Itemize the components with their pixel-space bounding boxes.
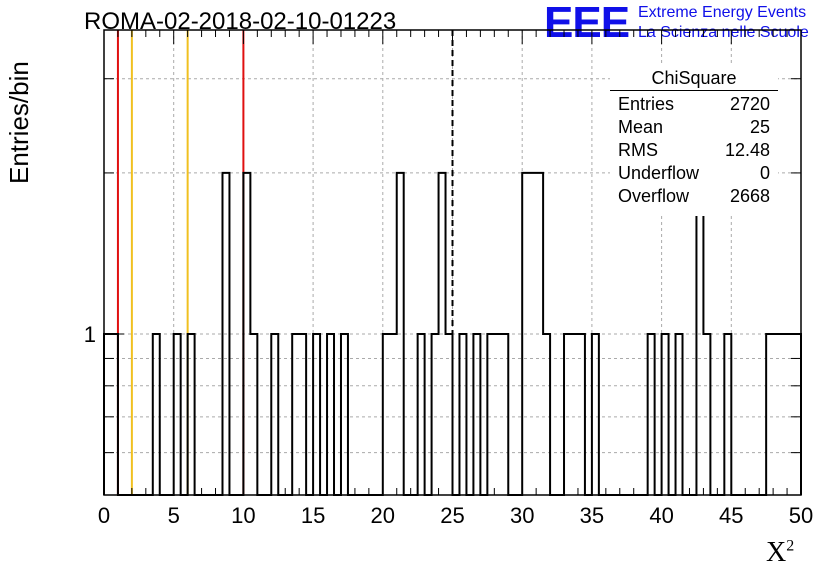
- histogram-bin: [696, 173, 703, 495]
- histogram-bin: [459, 334, 466, 495]
- axis-tick-labels: 0 5 10 15 20 25 30 35 40 45 50 1: [84, 322, 813, 528]
- stats-divider: [610, 90, 778, 91]
- histogram-bin: [418, 334, 425, 495]
- x-axis-label-text: X: [766, 537, 787, 568]
- histogram-bin: [432, 334, 439, 495]
- histogram-bin: [299, 334, 306, 495]
- histogram-bin: [439, 173, 446, 495]
- stats-row-rms: RMS 12.48: [610, 139, 778, 162]
- y-tick-label: 1: [84, 322, 96, 347]
- x-tick-label: 30: [510, 503, 534, 528]
- y-axis-label: Entries/bin: [4, 61, 34, 184]
- histogram-bin: [473, 334, 480, 495]
- x-tick-label: 25: [440, 503, 464, 528]
- histogram-bin: [327, 334, 334, 495]
- histogram-bin: [487, 334, 494, 495]
- stats-row-underflow: Underflow 0: [610, 162, 778, 185]
- histogram-bin: [271, 334, 278, 495]
- x-tick-label: 10: [231, 503, 255, 528]
- stats-box: ChiSquare Entries 2720 Mean 25 RMS 12.48…: [610, 66, 778, 216]
- stats-row-entries: Entries 2720: [610, 93, 778, 116]
- histogram-bin: [446, 334, 453, 495]
- stats-label: Overflow: [618, 186, 690, 206]
- histogram-bin: [564, 334, 571, 495]
- histogram-bin: [383, 334, 390, 495]
- x-tick-label: 5: [168, 503, 180, 528]
- histogram-bin: [662, 334, 669, 495]
- histogram-bin: [592, 334, 599, 495]
- histogram-bin: [676, 334, 683, 495]
- logo-line-2: La Scienza nelle Scuole: [638, 24, 809, 41]
- stats-label: Mean: [618, 117, 664, 137]
- histogram-bin: [529, 173, 536, 495]
- histogram-bin: [250, 334, 257, 495]
- histogram-bin: [222, 173, 229, 495]
- histogram-bars: [103, 171, 802, 496]
- x-tick-label: 0: [98, 503, 110, 528]
- stats-value: 12.48: [724, 140, 770, 160]
- stats-value: 25: [749, 117, 770, 137]
- histogram-bin: [571, 334, 578, 495]
- x-tick-label: 15: [301, 503, 325, 528]
- histogram-bin: [766, 334, 773, 495]
- histogram-bin: [648, 334, 655, 495]
- axis-ticks: [103, 30, 802, 495]
- histogram-bin: [703, 334, 710, 495]
- histogram-bin: [153, 334, 160, 495]
- histogram-bin: [174, 334, 181, 495]
- logo-mark: EEE: [544, 0, 630, 47]
- histogram-bin: [243, 173, 250, 495]
- histogram-bin: [188, 334, 195, 495]
- stats-row-mean: Mean 25: [610, 116, 778, 139]
- histogram-bin: [390, 334, 397, 495]
- stats-value: 0: [759, 163, 770, 183]
- histogram-bin: [494, 334, 501, 495]
- histogram-bin: [522, 173, 529, 495]
- histogram-bin: [780, 334, 787, 495]
- stats-title: ChiSquare: [651, 68, 737, 88]
- x-tick-label: 40: [649, 503, 673, 528]
- x-tick-label: 50: [789, 503, 813, 528]
- x-tick-label: 20: [371, 503, 395, 528]
- stats-label: RMS: [618, 140, 658, 160]
- histogram-outline: [103, 171, 802, 496]
- logo-line-1: Extreme Energy Events: [638, 4, 807, 21]
- histogram-bin: [292, 334, 299, 495]
- histogram-bin: [341, 334, 348, 495]
- stats-label: Underflow: [618, 163, 700, 183]
- stats-row-overflow: Overflow 2668: [610, 185, 778, 208]
- histogram-bin: [543, 334, 550, 495]
- histogram-bin: [397, 173, 404, 495]
- x-axis-label: X2: [766, 537, 794, 569]
- stats-value: 2668: [729, 186, 770, 206]
- x-tick-label: 35: [580, 503, 604, 528]
- x-tick-label: 45: [719, 503, 743, 528]
- histogram-bin: [313, 334, 320, 495]
- x-axis-label-sup: 2: [786, 537, 795, 555]
- histogram-bin: [501, 334, 508, 495]
- histogram-bin: [724, 334, 731, 495]
- stats-value: 2720: [729, 94, 770, 114]
- histogram-bin: [536, 173, 543, 495]
- histogram-bin: [578, 334, 585, 495]
- stats-label: Entries: [618, 94, 675, 114]
- histogram-bin: [773, 334, 780, 495]
